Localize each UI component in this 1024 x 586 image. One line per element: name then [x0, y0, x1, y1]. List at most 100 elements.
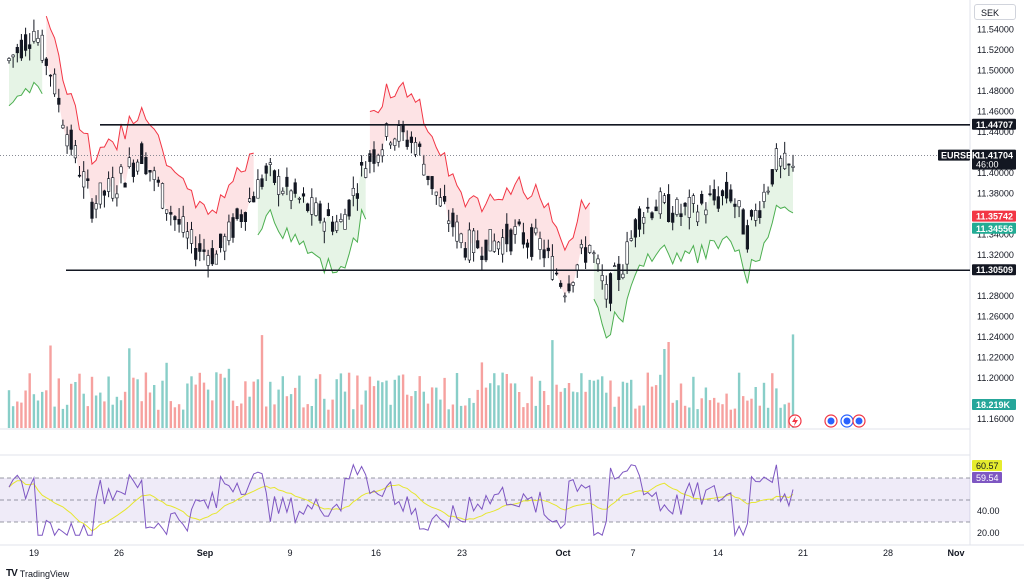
volume-bar [343, 391, 347, 428]
volume-bar [484, 387, 488, 428]
volume-bar [331, 399, 334, 428]
price-tick-label: 11.32000 [977, 250, 1014, 260]
volume-bar [729, 409, 732, 428]
candle-body [749, 210, 754, 217]
volume-bar [273, 404, 276, 428]
supertrend-indicator [8, 15, 794, 339]
volume-bar [696, 409, 699, 428]
volume-bar [791, 334, 795, 428]
candle-body [82, 171, 86, 188]
volume-bar [86, 406, 89, 428]
candle-body [525, 242, 530, 248]
volume-bar [758, 405, 761, 428]
candle-body [758, 210, 762, 218]
volume-bar [688, 407, 691, 428]
volume-bar [99, 392, 102, 428]
rsi-ma-line [8, 480, 794, 532]
candle-body [716, 196, 720, 209]
volume-bar [281, 376, 284, 428]
candle-body [264, 165, 268, 174]
volume-bar [551, 340, 554, 428]
candle-body [260, 178, 264, 187]
time-axis-label: 16 [371, 548, 381, 558]
volume-bar [32, 394, 36, 428]
candle-body [318, 203, 322, 221]
candle-body [276, 176, 281, 195]
tradingview-logo-icon: TV [6, 568, 18, 579]
volume-bar [169, 401, 172, 428]
volume-bar [621, 381, 625, 428]
candle-body [36, 37, 40, 43]
candle-body [729, 189, 733, 202]
candle-body [173, 216, 177, 221]
candle-body [554, 272, 559, 275]
candle-body [733, 203, 737, 207]
candle-body [650, 212, 654, 219]
candle-body [592, 252, 596, 255]
volume-bar [430, 387, 434, 428]
candle-body [791, 165, 795, 168]
candle-body [413, 142, 418, 155]
candle-body [712, 189, 716, 201]
event-markers[interactable] [824, 414, 866, 428]
candle-body [480, 255, 484, 261]
volume-bar [783, 404, 786, 428]
candle-body [463, 248, 467, 258]
candle-body [248, 198, 252, 202]
volume-bar [123, 391, 127, 428]
symbol-tag-label: EURSEK [941, 151, 979, 161]
candle-body [679, 213, 683, 217]
volume-bar [522, 407, 525, 428]
candle-body [388, 142, 393, 146]
candle-body [397, 125, 401, 142]
volume-bar [248, 396, 251, 428]
candle-body [326, 209, 331, 216]
volume-bar [173, 407, 177, 428]
candle-body [654, 206, 658, 212]
lightning-alert-icon[interactable] [788, 414, 802, 428]
candle-body [405, 139, 409, 147]
volume-bar [115, 396, 119, 428]
candle-body [430, 176, 434, 190]
volume-bar [190, 376, 193, 428]
candle-body [783, 152, 787, 169]
price-tick-label: 11.16000 [977, 414, 1014, 424]
candle-body [65, 134, 69, 147]
horizontal-price-lines[interactable] [0, 124, 970, 272]
candle-body [737, 200, 741, 208]
price-tick-label: 11.20000 [977, 373, 1014, 383]
candle-body [61, 124, 65, 129]
volume-bar [708, 400, 712, 428]
candle-body [15, 46, 19, 54]
volume-bar [746, 400, 749, 428]
volume-bar [20, 402, 23, 428]
candle-body [612, 265, 617, 268]
candle-body [720, 190, 725, 197]
tradingview-branding[interactable]: TV TradingView [6, 568, 69, 579]
candle-body [434, 191, 438, 196]
candle-body [567, 283, 571, 292]
candle-body [111, 177, 115, 199]
candle-body [496, 241, 501, 250]
volume-bar [455, 373, 459, 428]
candle-body [426, 175, 430, 180]
candle-body [646, 206, 650, 209]
volume-bar [198, 372, 201, 428]
volume-bar [78, 373, 81, 428]
volume-bar [231, 400, 235, 428]
volume-bar [244, 381, 247, 428]
candle-body [310, 197, 314, 215]
candle-body [513, 226, 517, 235]
price-tag-value: 11.41704 [976, 151, 1013, 161]
rsi-tick-label: 20.00 [977, 528, 1000, 538]
volume-bar [61, 408, 65, 428]
currency-selector[interactable]: SEK [974, 4, 1016, 20]
candle-body [695, 211, 700, 223]
volume-bar [787, 402, 791, 428]
candle-body [69, 129, 73, 150]
candle-body [231, 217, 235, 238]
volume-bar [74, 382, 77, 428]
volume-bar [646, 372, 649, 428]
candle-body [621, 273, 625, 279]
